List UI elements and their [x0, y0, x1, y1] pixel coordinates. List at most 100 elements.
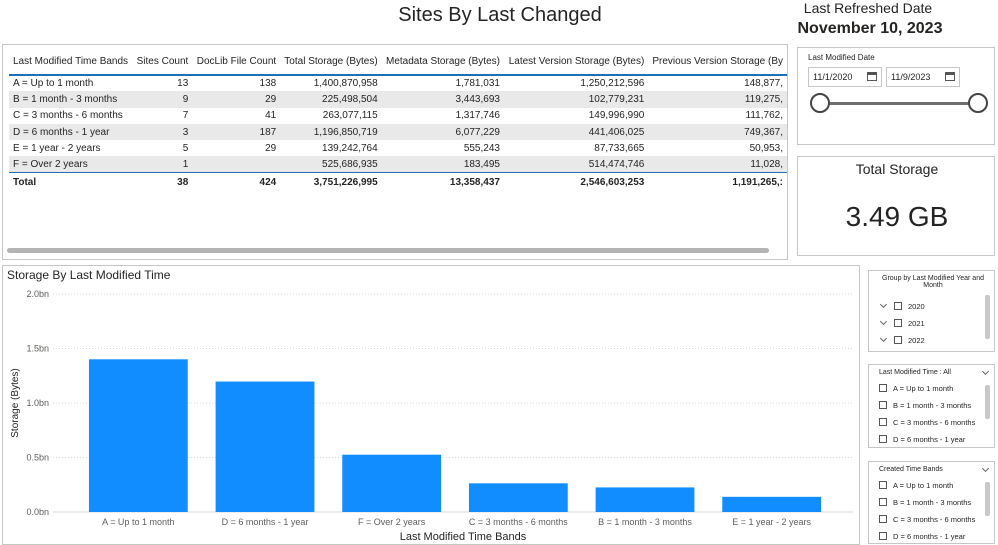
slicer-item-label: A = Up to 1 month [893, 383, 954, 393]
chevron-down-icon[interactable] [879, 317, 888, 326]
table-cell: 3,751,226,995 [280, 172, 382, 191]
table-cell: 41 [265, 110, 277, 122]
table-cell: 29 [192, 91, 281, 108]
table-cell: 1 [132, 156, 193, 173]
storage-table-visual[interactable]: Last Modified Time Bands Sites Count Doc… [2, 44, 788, 260]
checkbox[interactable] [879, 384, 887, 392]
checkbox[interactable] [879, 401, 887, 409]
x-tick-label: A = Up to 1 month [102, 517, 174, 527]
column-header[interactable]: Sites Count [132, 51, 193, 76]
slicer-title: Group by Last Modified Year and Month [882, 275, 984, 289]
page-title: Sites By Last Changed [398, 4, 602, 26]
calendar-icon[interactable] [945, 72, 955, 81]
table-cell: 749,367, [648, 123, 787, 141]
checkbox[interactable] [894, 319, 902, 327]
y-tick-label: 0.0bn [26, 507, 49, 517]
table-cell: 5 [182, 142, 189, 154]
slicer-item[interactable]: C = 3 months - 6 months [879, 416, 975, 428]
slicer-item[interactable]: B = 1 month - 3 months [879, 399, 971, 411]
checkbox[interactable] [894, 336, 902, 344]
table-row[interactable]: D = 6 months - 1 year 3 187 1,196,850,71… [9, 123, 787, 141]
table-cell: 9 [132, 91, 193, 108]
slicer-item-label: B = 1 month - 3 months [893, 497, 972, 507]
slicer-item[interactable]: D = 6 months - 1 year [879, 530, 965, 542]
checkbox[interactable] [879, 481, 887, 489]
table-cell: 1,196,850,719 [280, 123, 382, 141]
x-tick-label: B = 1 month - 3 months [598, 517, 692, 527]
checkbox[interactable] [879, 418, 887, 426]
chevron-down-icon[interactable] [981, 367, 990, 376]
y-tick-label: 1.0bn [26, 398, 49, 408]
table-row[interactable]: C = 3 months - 6 months 7 41 263,077,115… [9, 108, 787, 124]
chevron-down-icon[interactable] [879, 334, 888, 343]
chart-title: Storage By Last Modified Time [7, 268, 171, 282]
checkbox[interactable] [879, 435, 887, 443]
slicer-item[interactable]: C = 3 months - 6 months [879, 513, 975, 525]
slicer-item-2021[interactable]: 2021 [879, 317, 925, 329]
date-slider-track[interactable] [820, 102, 978, 105]
y-axis-label: Storage (Bytes) [10, 368, 21, 437]
slicer-item[interactable]: B = 1 month - 3 months [879, 496, 971, 508]
slicer-item-label: C = 3 months - 6 months [893, 417, 976, 427]
calendar-icon[interactable] [867, 72, 877, 81]
table-row[interactable]: A = Up to 1 month 13 138 1,400,870,958 1… [9, 75, 787, 91]
table-cell: Total [9, 172, 133, 191]
slicer-item-label: D = 6 months - 1 year [893, 434, 966, 444]
slider-start-handle[interactable] [810, 93, 830, 113]
table-row[interactable]: E = 1 year - 2 years 5 29 139,242,764 55… [9, 140, 787, 156]
column-header[interactable]: DocLib File Count [192, 51, 281, 76]
column-header[interactable]: Previous Version Storage (By [648, 51, 787, 76]
x-tick-label: E = 1 year - 2 years [732, 517, 811, 527]
table-cell: 1,250,212,596 [580, 78, 645, 90]
slicer-item-2022[interactable]: 2022 [879, 334, 925, 346]
refresh-date: November 10, 2023 [797, 20, 943, 37]
storage-bar-chart-visual[interactable]: 0.0bn 0.5bn 1.0bn 1.5bn 2.0bn A = Up to 1 mon… [2, 265, 860, 545]
bar[interactable] [468, 483, 568, 512]
table-cell: 111,762, [745, 110, 783, 122]
table-cell: 11,028, [648, 156, 787, 173]
table-cell: 50,953, [749, 142, 783, 154]
checkbox[interactable] [894, 302, 902, 310]
slicer-item[interactable]: A = Up to 1 month [879, 382, 953, 394]
bar[interactable] [215, 381, 315, 512]
table-row[interactable]: F = Over 2 years 1 525,686,935 183,495 5… [9, 156, 787, 173]
table-horizontal-scrollbar[interactable] [7, 248, 769, 253]
table-cell: 183,495 [381, 156, 504, 173]
slicer-item-2020[interactable]: 2020 [879, 300, 925, 312]
table-cell: 29 [265, 142, 277, 154]
slicer-scrollbar[interactable] [985, 295, 990, 339]
table-cell: 3 [132, 123, 193, 141]
table-cell: 102,779,231 [503, 91, 649, 108]
bar[interactable] [595, 487, 695, 512]
column-header[interactable]: Last Modified Time Bands [9, 51, 133, 76]
table-cell: 187 [192, 123, 281, 141]
chevron-down-icon[interactable] [879, 300, 888, 309]
slicer-item[interactable]: A = Up to 1 month [879, 479, 953, 491]
end-date-value: 11/9/2023 [891, 72, 931, 82]
table-cell: 13,358,437 [381, 172, 504, 191]
table-row[interactable]: B = 1 month - 3 months 9 29 225,498,504 … [9, 91, 787, 108]
column-header[interactable]: Metadata Storage (Bytes) [381, 51, 504, 76]
end-date-input[interactable]: 11/9/2023 [886, 67, 960, 87]
slicer-item-label: B = 1 month - 3 months [893, 400, 972, 410]
slicer-scrollbar[interactable] [985, 385, 990, 419]
start-date-input[interactable]: 11/1/2020 [808, 67, 882, 87]
table-cell: 555,243 [463, 142, 500, 154]
slicer-scrollbar[interactable] [985, 482, 990, 516]
chevron-down-icon[interactable] [981, 464, 990, 473]
slicer-item[interactable]: D = 6 months - 1 year [879, 433, 965, 445]
slicer-item-label: D = 6 months - 1 year [893, 531, 966, 541]
bar[interactable] [88, 359, 188, 512]
table-cell: 525,686,935 [280, 156, 382, 173]
bar[interactable] [722, 496, 822, 512]
slicer-item-label: C = 3 months - 6 months [893, 514, 976, 524]
checkbox[interactable] [879, 532, 887, 540]
table-cell: 2,546,603,253 [503, 172, 649, 191]
column-header[interactable]: Total Storage (Bytes) [280, 51, 382, 76]
checkbox[interactable] [879, 498, 887, 506]
bar[interactable] [342, 454, 442, 512]
table-cell: 441,406,025 [503, 123, 649, 141]
checkbox[interactable] [879, 515, 887, 523]
slider-end-handle[interactable] [968, 93, 988, 113]
column-header[interactable]: Latest Version Storage (Bytes) [503, 51, 649, 76]
